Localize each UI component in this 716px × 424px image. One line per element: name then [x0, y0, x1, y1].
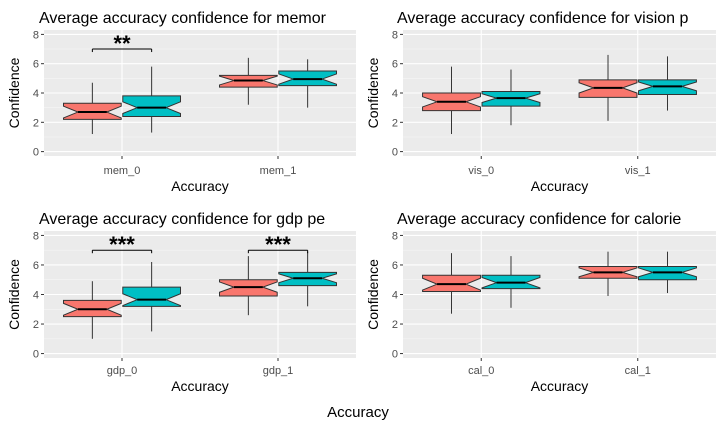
- y-tick-label: 8: [392, 29, 398, 41]
- y-axis-label: Confidence: [6, 57, 22, 128]
- box-cal_0-a: [422, 253, 481, 314]
- plot-marks: [63, 251, 337, 339]
- box-gdp_1-b: [278, 251, 337, 307]
- x-tick-label: vis_0: [468, 165, 494, 177]
- significance-bracket: **: [91, 31, 153, 56]
- x-axis-label: Accuracy: [531, 378, 589, 394]
- figure-x-label: Accuracy: [327, 404, 389, 421]
- y-tick-label: 4: [33, 290, 39, 302]
- y-tick-label: 6: [392, 59, 398, 71]
- y-tick-label: 2: [33, 319, 39, 331]
- box-vis_1-a: [578, 54, 638, 121]
- y-tick-label: 0: [33, 147, 39, 159]
- box-gdp_0-b: [122, 262, 181, 332]
- y-axis-label: Confidence: [365, 57, 381, 128]
- x-tick-label: cal_0: [468, 365, 494, 377]
- chart-title: Average accuracy confidence for vision p: [397, 10, 689, 27]
- chart-panel-4: Average accuracy confidence for calorie 0…: [365, 211, 716, 394]
- x-tick-label: gdp_1: [263, 365, 294, 377]
- box-cal_0-b: [481, 256, 541, 308]
- y-tick-label: 0: [392, 147, 398, 159]
- chart-panel-2: Average accuracy confidence for vision p…: [365, 10, 716, 194]
- x-axis-label: Accuracy: [531, 178, 589, 194]
- y-tick-label: 6: [33, 260, 39, 272]
- significance-label: **: [113, 31, 131, 56]
- plot-marks: [422, 54, 697, 135]
- y-tick-label: 6: [392, 260, 398, 272]
- y-tick-label: 8: [33, 29, 39, 41]
- box-mem_0-a: [63, 82, 122, 135]
- y-tick-label: 4: [392, 88, 398, 100]
- x-tick-label: cal_1: [625, 365, 651, 377]
- box-vis_0-a: [422, 66, 481, 135]
- y-tick-label: 8: [33, 230, 39, 242]
- y-tick-label: 2: [392, 117, 398, 129]
- chart-panel-1: Average accuracy confidence for memor 0 2 4…: [6, 10, 356, 194]
- y-axis-label: Confidence: [6, 259, 22, 330]
- box-mem_0-b: [122, 66, 181, 133]
- plot-marks: [63, 57, 337, 135]
- box-gdp_1-a: [219, 256, 278, 316]
- y-axis-label: Confidence: [365, 259, 381, 330]
- box-body: [122, 95, 181, 117]
- box-gdp_0-a: [63, 281, 122, 339]
- y-tick-label: 2: [392, 319, 398, 331]
- significance-label: ***: [265, 232, 291, 257]
- box-cal_1-b: [638, 251, 697, 294]
- x-tick-label: gdp_0: [107, 365, 138, 377]
- chart-panel-3: Average accuracy confidence for gdp pe 0 2…: [6, 211, 356, 394]
- y-tick-label: 8: [392, 230, 398, 242]
- x-tick-label: mem_1: [260, 165, 297, 177]
- y-tick-label: 2: [33, 117, 39, 129]
- chart-title: Average accuracy confidence for memor: [39, 10, 327, 27]
- x-axis-label: Accuracy: [171, 378, 229, 394]
- box-vis_1-b: [638, 56, 697, 111]
- box-mem_1-a: [219, 57, 278, 105]
- y-tick-label: 4: [392, 290, 398, 302]
- x-tick-label: vis_1: [625, 165, 651, 177]
- significance-label: ***: [109, 232, 135, 257]
- chart-title: Average accuracy confidence for calorie: [397, 211, 681, 228]
- box-body: [122, 286, 181, 307]
- y-tick-label: 6: [33, 59, 39, 71]
- significance-bracket: ***: [247, 232, 309, 257]
- x-tick-label: mem_0: [104, 165, 141, 177]
- y-tick-label: 0: [392, 349, 398, 361]
- box-mem_1-b: [278, 59, 337, 108]
- box-vis_0-b: [481, 69, 541, 126]
- x-axis-label: Accuracy: [171, 178, 229, 194]
- chart-title: Average accuracy confidence for gdp pe: [39, 211, 325, 228]
- plot-marks: [422, 251, 697, 314]
- y-tick-label: 0: [33, 349, 39, 361]
- y-tick-label: 4: [33, 88, 39, 100]
- box-cal_1-a: [578, 251, 638, 296]
- significance-bracket: ***: [91, 232, 153, 257]
